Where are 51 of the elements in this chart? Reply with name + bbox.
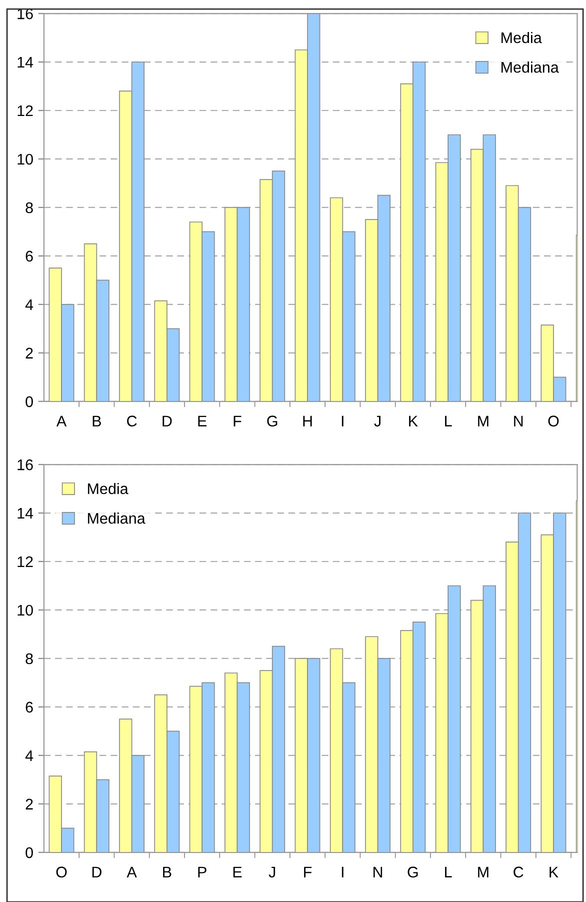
y-tick-label: 0 xyxy=(26,847,33,858)
x-tick-label: P xyxy=(198,866,206,878)
y-tick-label: 4 xyxy=(25,299,34,310)
legend-label: Mediana xyxy=(502,62,559,73)
x-tick-label: M xyxy=(478,416,488,426)
y-tick-label: 10 xyxy=(18,604,33,616)
x-tick-label: E xyxy=(198,416,207,426)
y-tick-label: 0 xyxy=(26,396,33,408)
x-tick-label: B xyxy=(163,866,172,878)
y-tick-label: 14 xyxy=(18,57,34,68)
x-tick-label: I xyxy=(342,866,344,878)
x-tick-label: L xyxy=(445,866,452,878)
x-tick-label: K xyxy=(409,416,418,426)
legend-label: Mediana xyxy=(88,512,146,524)
x-tick-label: D xyxy=(162,416,172,426)
y-tick-label: 6 xyxy=(26,702,33,713)
x-tick-label: A xyxy=(126,866,137,878)
x-tick-label: F xyxy=(234,416,242,426)
x-tick-label: F xyxy=(304,866,312,878)
y-tick-label: 14 xyxy=(18,508,34,519)
x-tick-label: O xyxy=(56,866,67,878)
x-tick-label: B xyxy=(92,416,101,426)
x-tick-label: H xyxy=(303,416,312,426)
x-tick-label: J xyxy=(374,416,380,426)
x-tick-label: M xyxy=(478,866,488,878)
x-tick-label: G xyxy=(408,866,418,878)
x-tick-label: C xyxy=(514,866,524,878)
y-tick-label: 16 xyxy=(18,459,33,470)
x-tick-label: I xyxy=(342,416,344,426)
legend-label: Media xyxy=(502,32,542,44)
y-tick-label: 12 xyxy=(18,556,33,568)
x-tick-label: K xyxy=(550,866,558,878)
y-tick-label: 10 xyxy=(18,154,33,165)
x-tick-label: J xyxy=(268,866,276,878)
y-tick-label: 12 xyxy=(18,105,33,116)
legend-label: Media xyxy=(88,482,128,494)
x-tick-label: L xyxy=(445,416,452,426)
x-tick-label: E xyxy=(233,866,242,878)
x-tick-label: O xyxy=(548,416,559,426)
y-tick-label: 2 xyxy=(26,348,33,358)
x-tick-label: D xyxy=(92,866,102,878)
y-tick-label: 4 xyxy=(25,750,34,761)
x-tick-label: A xyxy=(56,416,67,426)
x-tick-label: N xyxy=(514,416,523,426)
x-tick-label: C xyxy=(127,416,137,426)
x-tick-label: N xyxy=(374,866,382,878)
x-tick-label: G xyxy=(267,416,278,426)
y-tick-label: 6 xyxy=(26,250,33,262)
y-tick-label: 8 xyxy=(26,653,33,664)
y-tick-label: 8 xyxy=(26,202,33,214)
y-tick-label: 2 xyxy=(26,798,33,810)
